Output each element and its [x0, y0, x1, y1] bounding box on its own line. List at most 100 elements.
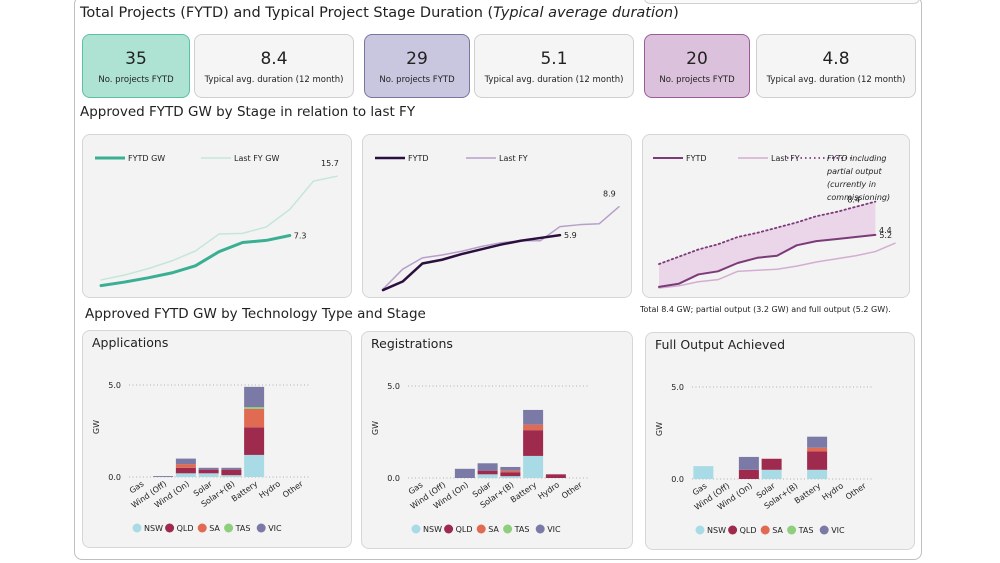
legend-label: FYTD including — [827, 154, 887, 163]
legend-label: Last FY GW — [234, 154, 279, 163]
data-label: 8.4 — [847, 196, 860, 205]
bar-segment — [761, 458, 782, 470]
bar-segment — [477, 474, 498, 478]
y-axis-label: GW — [371, 421, 380, 435]
x-tick-label: Other — [560, 480, 584, 501]
legend-dot — [132, 523, 142, 533]
bar-segment — [500, 466, 521, 471]
bar-segment — [221, 469, 242, 476]
legend-dot — [476, 524, 486, 534]
data-label: 7.3 — [294, 231, 307, 240]
series-line — [99, 233, 292, 288]
bar-segment — [500, 476, 521, 478]
legend-dot — [787, 525, 797, 535]
legend-dot — [695, 525, 705, 535]
section-title-bars: Approved FYTD GW by Technology Type and … — [85, 306, 426, 322]
bar-segment — [244, 408, 265, 428]
section-title-lines: Approved FYTD GW by Stage in relation to… — [80, 104, 416, 120]
series-line — [382, 205, 620, 290]
kpi-value: 4.8 — [822, 49, 850, 69]
legend-label: QLD — [456, 525, 473, 534]
kpi-label: No. projects FYTD — [379, 75, 455, 85]
bar-segment — [198, 469, 219, 474]
bar-chart-card-full-output: Full Output Achieved 5.0 0.0 GW Gas Wind (Of… — [645, 332, 915, 550]
kpi-label: Typical avg. duration (12 month) — [204, 75, 344, 85]
kpi-label: No. projects FYTD — [659, 75, 735, 85]
bar-segment — [761, 469, 782, 479]
bar-segment — [500, 470, 521, 473]
y-axis-label: GW — [92, 420, 101, 434]
bar-segment — [244, 427, 265, 455]
bar-segment — [198, 467, 219, 470]
bar-segment — [244, 386, 265, 408]
legend-dot — [819, 525, 829, 535]
page-title: Total Projects (FYTD) and Typical Projec… — [80, 5, 679, 21]
kpi-value: 8.4 — [260, 49, 288, 69]
kpi-card-registrations-count[interactable]: 29 No. projects FYTD — [364, 34, 470, 98]
legend-label: Last FY — [499, 154, 528, 163]
x-tick-label: Hydro — [257, 479, 282, 500]
line-chart-card-registrations: 8.9 5.9 FYTD Last FY — [362, 134, 632, 298]
bar-segment — [244, 454, 265, 477]
partial-output-area — [659, 201, 876, 287]
kpi-value: 29 — [406, 49, 428, 69]
bar-segment — [523, 455, 544, 478]
legend-label: TAS — [235, 524, 251, 533]
legend-label: QLD — [740, 526, 757, 535]
x-tick-label: Hydro — [536, 480, 561, 501]
legend-label: QLD — [177, 524, 194, 533]
data-label: 4.4 — [879, 226, 892, 235]
bar-segment — [454, 468, 475, 478]
bar-chart-title: Full Output Achieved — [655, 337, 786, 352]
data-label: 15.7 — [321, 159, 339, 168]
series-line — [658, 233, 877, 288]
legend-label: VIC — [547, 525, 561, 534]
x-tick-label: Other — [281, 479, 305, 500]
kpi-card-applications-duration[interactable]: 8.4 Typical avg. duration (12 month) — [194, 34, 354, 98]
line-chart-registrations[interactable]: 8.9 5.9 FYTD Last FY — [363, 135, 633, 299]
line-chart-full-output[interactable]: 8.4 4.45.2 FYTD Last FY FYTD including partia… — [643, 135, 911, 299]
legend-label: VIC — [268, 524, 282, 533]
kpi-label: Typical avg. duration (12 month) — [766, 75, 906, 85]
legend-label: NSW — [144, 524, 163, 533]
bar-segment — [175, 458, 196, 465]
line-chart-card-full-output: 8.4 4.4 5.2 FYTD Last FY FYTD including partia… — [642, 134, 910, 298]
kpi-card-applications-count[interactable]: 35 No. projects FYTD — [82, 34, 190, 98]
legend-label: NSW — [423, 525, 442, 534]
line-chart-applications[interactable]: 15.7 7.3 FYTD GW Last FY GW — [83, 135, 353, 299]
legend-label: FYTD GW — [128, 154, 165, 163]
kpi-card-full-output-count[interactable]: 20 No. projects FYTD — [644, 34, 750, 98]
data-label: 5.2 — [879, 231, 892, 240]
bar-segment — [244, 407, 265, 409]
kpi-value: 20 — [686, 49, 708, 69]
legend-label: (currently in — [827, 180, 876, 189]
bar-segment — [807, 447, 828, 452]
kpi-card-registrations-duration[interactable]: 5.1 Typical avg. duration (12 month) — [474, 34, 634, 98]
bar-chart-title: Applications — [92, 335, 169, 350]
bar-segment — [807, 451, 828, 470]
kpi-card-full-output-duration[interactable]: 4.8 Typical avg. duration (12 month) — [756, 34, 916, 98]
legend-label: VIC — [831, 526, 845, 535]
bar-segment — [807, 469, 828, 479]
legend-label: FYTD — [408, 154, 429, 163]
y-tick-label: 0.0 — [671, 475, 684, 484]
legend-label: commissioning) — [827, 193, 890, 202]
bar-segment — [477, 470, 498, 475]
legend-dot — [535, 524, 545, 534]
kpi-label: Typical avg. duration (12 month) — [484, 75, 624, 85]
data-label: 5.9 — [564, 231, 577, 240]
bar-chart-card-applications: Applications 5.0 0.0 GW Gas Wind (Off) Wind (… — [82, 330, 352, 548]
bar-segment — [175, 464, 196, 468]
bar-segment — [198, 473, 219, 477]
bar-segment — [175, 473, 196, 477]
legend-dot — [503, 524, 513, 534]
y-tick-label: 5.0 — [387, 382, 400, 391]
bar-segment — [523, 430, 544, 456]
legend-label: Last FY — [771, 154, 800, 163]
series-line — [658, 200, 877, 265]
series-line — [100, 175, 338, 281]
footnote: Total 8.4 GW; partial output (3.2 GW) an… — [640, 305, 891, 314]
